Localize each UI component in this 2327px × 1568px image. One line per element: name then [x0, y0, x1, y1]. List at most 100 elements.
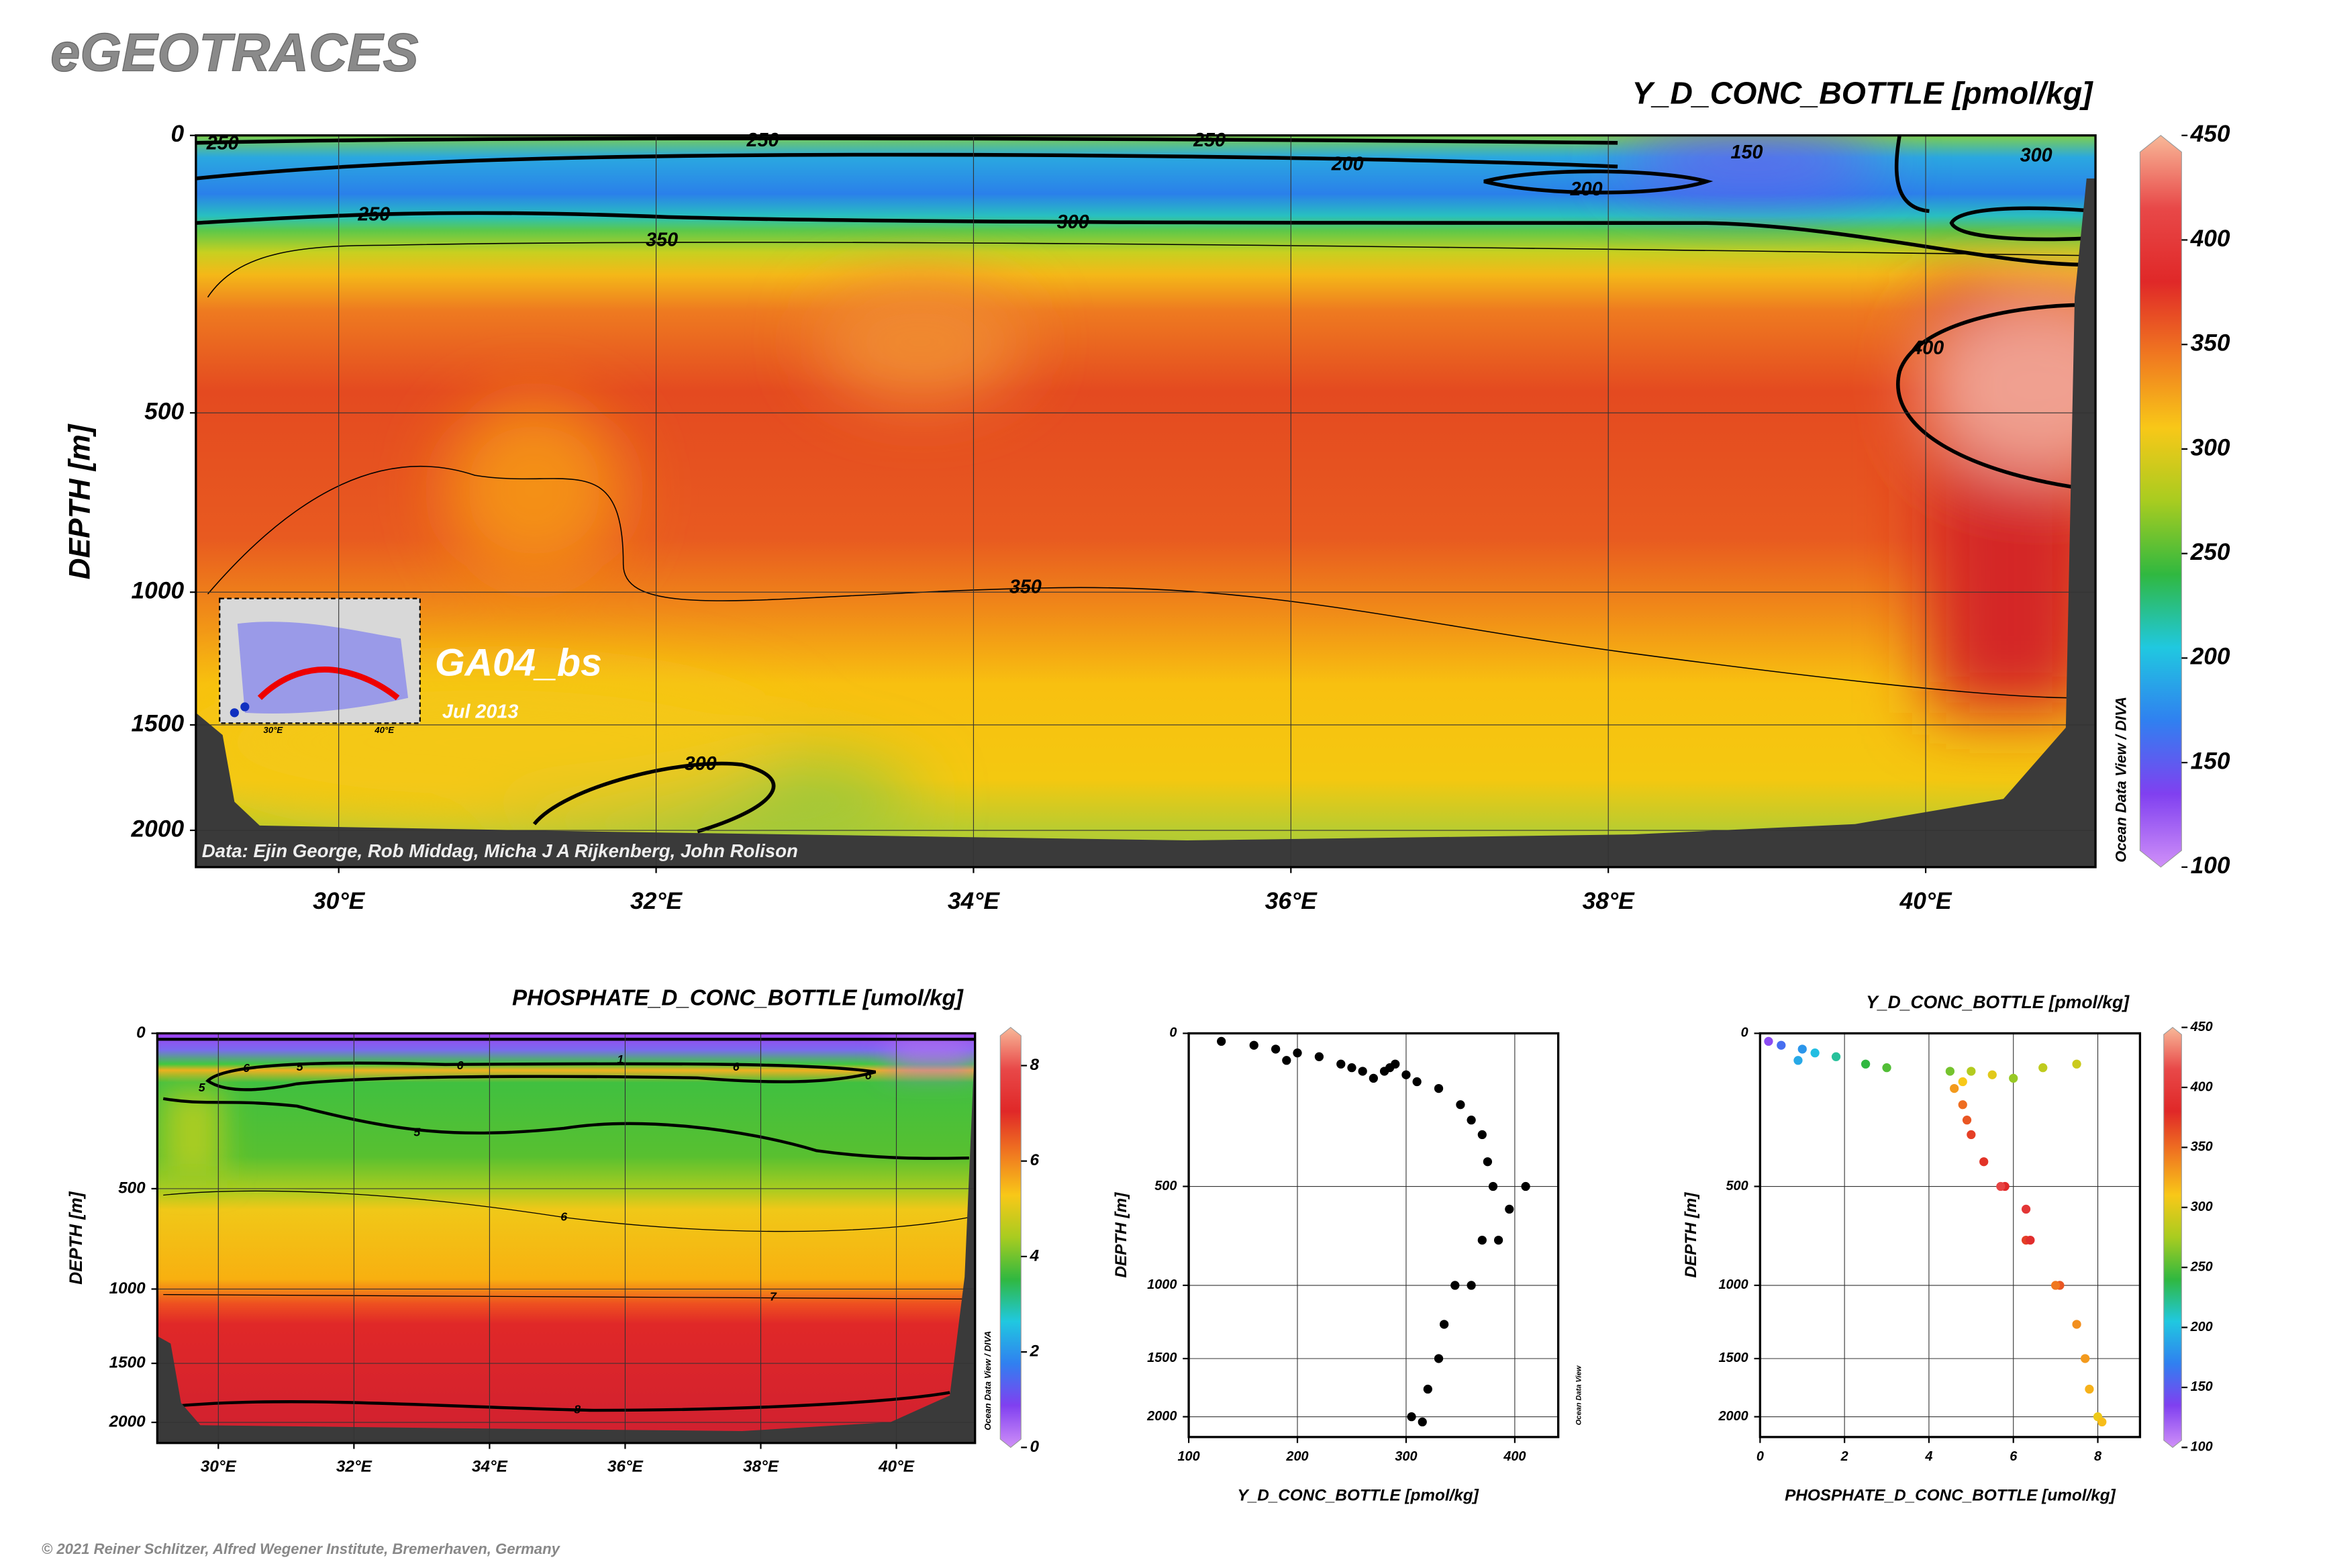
- colorbar: [2139, 135, 2182, 868]
- data-point: [2009, 1073, 2018, 1083]
- footer: © 2021 Reiner Schlitzer, Alfred Wegener …: [42, 1540, 561, 1557]
- x-axis-label: PHOSPHATE_D_CONC_BOTTLE [umol/kg]: [1785, 1487, 2116, 1505]
- data-point: [1423, 1384, 1432, 1394]
- data-point: [1467, 1281, 1476, 1290]
- data-point: [1987, 1070, 1997, 1079]
- data-point: [1945, 1067, 1955, 1076]
- y-tick-label: 1500: [109, 1354, 146, 1372]
- data-point: [1967, 1067, 1976, 1076]
- contour-label: 6: [243, 1061, 250, 1075]
- data-point: [1467, 1116, 1476, 1125]
- colorbar-label: 6: [1030, 1151, 1040, 1169]
- y-tick-label: 500: [1726, 1179, 1748, 1193]
- chart-title: PHOSPHATE_D_CONC_BOTTLE [umol/kg]: [512, 985, 964, 1010]
- colorbar-label: 450: [2190, 121, 2230, 147]
- y-tick-label: 2000: [109, 1412, 146, 1430]
- contour-label: 1: [617, 1052, 624, 1066]
- inset-tick-label: 40°E: [374, 725, 395, 735]
- y-tick-label: 2000: [1718, 1409, 1748, 1424]
- data-point: [1958, 1077, 1967, 1087]
- data-point: [1793, 1056, 1803, 1065]
- contour-label: 250: [746, 130, 779, 151]
- y-tick-label: 0: [136, 1024, 146, 1042]
- data-point: [1407, 1412, 1416, 1422]
- x-tick-label: 40°E: [878, 1458, 915, 1476]
- contour-label: 200: [1570, 179, 1603, 200]
- colorbar-label: 150: [2191, 748, 2230, 774]
- x-tick-label: 32°E: [630, 888, 683, 914]
- data-point: [1217, 1036, 1226, 1046]
- x-tick-label: 36°E: [1265, 888, 1318, 914]
- side-label: Ocean Data View: [1575, 1365, 1583, 1425]
- data-point: [2026, 1235, 2035, 1245]
- y-tick-label: 500: [144, 398, 184, 424]
- x-tick-label: 6: [2010, 1449, 2018, 1464]
- colorbar-label: 450: [2190, 1020, 2213, 1034]
- colorbar-label: 300: [2191, 1199, 2213, 1214]
- colorbar-label: 200: [2190, 1320, 2213, 1334]
- data-point: [2081, 1354, 2090, 1363]
- plot-frame: [1759, 1032, 2142, 1438]
- x-tick-label: 36°E: [607, 1458, 644, 1476]
- data-point: [1493, 1235, 1503, 1245]
- data-point: [1456, 1100, 1465, 1110]
- data-point: [1777, 1040, 1786, 1050]
- plot-area: [1189, 1033, 1558, 1437]
- side-label: Ocean Data View / DIVA: [983, 1331, 993, 1430]
- contour-label: 6: [865, 1069, 872, 1082]
- y-axis-label: DEPTH [m]: [1112, 1192, 1130, 1278]
- data-point: [2021, 1204, 2031, 1214]
- contour-label: 400: [1911, 338, 1944, 359]
- section-field: [195, 135, 2096, 867]
- data-point: [1958, 1100, 1967, 1110]
- x-tick-label: 100: [1178, 1449, 1200, 1464]
- plot-frame: [195, 134, 2097, 869]
- contour-label: 7: [770, 1290, 777, 1304]
- data-point: [1797, 1044, 1807, 1054]
- data-point: [1412, 1077, 1422, 1087]
- contour-label: 5: [297, 1060, 304, 1073]
- colorbar-label: 4: [1030, 1246, 1040, 1265]
- data-point: [1347, 1063, 1356, 1073]
- colorbar-label: 100: [2191, 1440, 2213, 1455]
- y-tick-label: 1000: [1718, 1277, 1748, 1292]
- colorbar-label: 250: [2190, 1259, 2213, 1274]
- data-point: [2085, 1384, 2094, 1394]
- plot-frame: [156, 1032, 977, 1444]
- contour-label: 8: [574, 1403, 581, 1416]
- data-point: [1996, 1181, 2006, 1191]
- x-tick-label: 2: [1840, 1449, 1848, 1464]
- contour-label: 350: [646, 229, 678, 250]
- x-tick-label: 400: [1503, 1449, 1526, 1464]
- colorbar-label: 100: [2191, 852, 2230, 879]
- data-point: [1810, 1048, 1820, 1058]
- y-axis-label: DEPTH [m]: [66, 1191, 86, 1285]
- y-tick-label: 1000: [132, 578, 185, 604]
- data-point: [1831, 1052, 1841, 1061]
- colorbar-label: 400: [2190, 226, 2230, 252]
- contour-label: 250: [206, 133, 239, 154]
- plot-frame: [1187, 1032, 1560, 1438]
- y-axis-label: DEPTH [m]: [63, 424, 96, 579]
- data-point: [1521, 1181, 1530, 1191]
- contour-label: 5: [199, 1081, 206, 1094]
- data-point: [2050, 1281, 2061, 1290]
- data-point: [1391, 1059, 1400, 1069]
- colorbar-label: 350: [2191, 330, 2230, 356]
- contour-label: 250: [1193, 130, 1226, 151]
- data-point: [1764, 1036, 1773, 1046]
- data-point: [1950, 1083, 1959, 1093]
- colorbar-label: 200: [2190, 644, 2230, 670]
- data-point: [1967, 1130, 1976, 1140]
- date-label: Jul 2013: [442, 701, 518, 722]
- colorbar-label: 350: [2191, 1140, 2213, 1155]
- colorbar-label: 2: [1030, 1342, 1040, 1361]
- contour-label: 250: [357, 204, 390, 226]
- chart-title: Y_D_CONC_BOTTLE [pmol/kg]: [1632, 75, 2094, 110]
- data-point: [1282, 1056, 1291, 1065]
- x-tick-label: 4: [1924, 1449, 1932, 1464]
- data-point: [1505, 1204, 1514, 1214]
- side-label: Ocean Data View / DIVA: [2113, 697, 2130, 863]
- y-tick-label: 0: [171, 121, 185, 147]
